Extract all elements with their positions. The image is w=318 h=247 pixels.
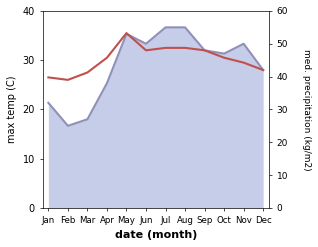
Y-axis label: max temp (C): max temp (C)	[7, 76, 17, 143]
X-axis label: date (month): date (month)	[114, 230, 197, 240]
Y-axis label: med. precipitation (kg/m2): med. precipitation (kg/m2)	[302, 49, 311, 170]
